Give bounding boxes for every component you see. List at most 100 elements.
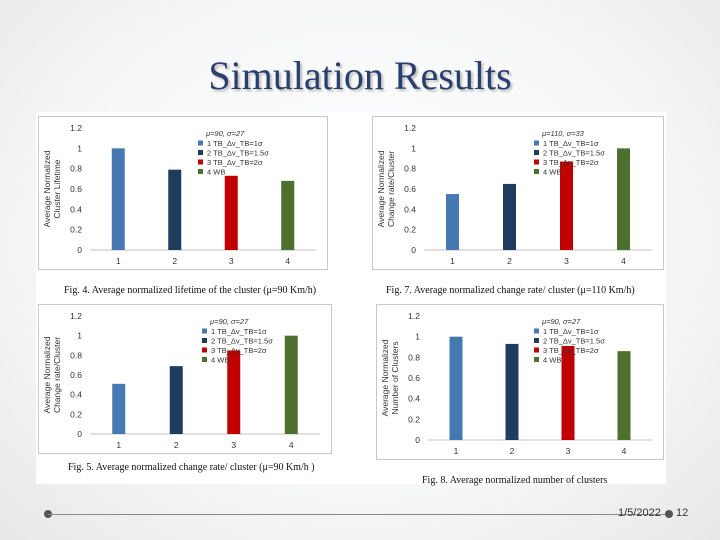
legend-title: μ=110, σ=33 <box>541 129 585 138</box>
legend-label: 2 TB_Δv_TB=1.5σ <box>543 337 605 346</box>
caption-fig8: Fig. 8. Average normalized number of clu… <box>422 475 608 486</box>
x-tick-label: 1 <box>454 446 459 456</box>
y-tick-label: 0.6 <box>408 373 420 383</box>
bar <box>617 148 630 250</box>
legend-label: 3 TB_Δv_TB=2σ <box>543 158 599 167</box>
legend-swatch <box>202 338 207 343</box>
caption-fig7: Fig. 7. Average normalized change rate/ … <box>386 285 635 296</box>
legend-swatch <box>534 159 539 165</box>
x-tick-label: 1 <box>116 256 121 266</box>
x-tick-label: 4 <box>285 256 290 266</box>
bar <box>505 343 519 440</box>
x-tick-label: 2 <box>174 440 179 450</box>
chart-fig8-svg: Average Normalized Number of Clusters 0 0.2… <box>376 304 664 460</box>
legend-swatch <box>198 150 203 155</box>
y-axis-label: Cluster Lifetime <box>52 159 62 218</box>
chart-frame <box>376 304 664 460</box>
chart-frame <box>38 304 332 454</box>
bar <box>281 180 295 250</box>
bar <box>169 366 183 434</box>
legend-swatch <box>534 357 539 362</box>
legend-label: 2 TB_Δv_TB=1.5σ <box>211 337 273 346</box>
y-axis-label: Average Normalized <box>42 336 52 413</box>
y-tick-label: 0 <box>77 429 82 439</box>
legend-label: 4 WB <box>543 168 561 177</box>
y-axis-label: Average Normalized <box>380 339 390 416</box>
chart-fig4: Average Normalized Cluster Lifetime 0 0.2 0.… <box>38 116 328 270</box>
y-tick-label: 0.8 <box>70 164 82 174</box>
slide-title: Simulation Results <box>208 53 512 98</box>
legend-swatch <box>198 140 203 146</box>
y-tick-label: 0.2 <box>70 225 82 235</box>
y-axis-label: Average Normalized <box>376 150 386 227</box>
chart-fig7-svg: Average Normalized Change rate/Cluster 0 0.… <box>372 116 664 270</box>
x-tick-label: 2 <box>172 256 177 266</box>
legend-swatch <box>202 357 207 362</box>
bar <box>112 383 126 434</box>
chart-frame <box>372 116 664 270</box>
y-tick-label: 0.8 <box>70 350 82 360</box>
slide-number: 12 <box>676 507 689 519</box>
y-tick-label: 1.2 <box>70 123 82 133</box>
legend-swatch <box>534 338 539 343</box>
x-tick-label: 4 <box>289 440 294 450</box>
bar <box>561 345 575 440</box>
caption-fig4: Fig. 4. Average normalized lifetime of t… <box>64 285 317 296</box>
footer-line <box>48 514 670 515</box>
y-tick-label: 0 <box>415 435 420 445</box>
y-tick-label: 1.2 <box>408 311 420 321</box>
y-tick-label: 0.4 <box>70 390 82 400</box>
legend-label: 2 TB_Δv_TB=1.5σ <box>207 149 269 158</box>
legend-swatch <box>202 328 207 334</box>
chart-fig8: Average Normalized Number of Clusters 0 0.2… <box>376 304 664 460</box>
y-tick-label: 0.8 <box>404 164 416 174</box>
y-tick-label: 0.2 <box>70 409 82 419</box>
legend-swatch <box>198 169 203 174</box>
legend-label: 3 TB_Δv_TB=2σ <box>211 346 267 355</box>
bar <box>560 161 573 250</box>
y-tick-label: 0.4 <box>70 204 82 214</box>
y-tick-label: 0.6 <box>404 184 416 194</box>
y-tick-label: 0.2 <box>404 225 416 235</box>
x-tick-label: 1 <box>116 440 121 450</box>
y-axis-label: Change rate/Cluster <box>52 337 62 413</box>
legend-label: 3 TB_Δv_TB=2σ <box>543 346 599 355</box>
y-tick-label: 1 <box>411 143 416 153</box>
y-tick-label: 1 <box>77 331 82 341</box>
slide-date: 1/5/2022 <box>618 507 661 519</box>
figure-area: Average Normalized Cluster Lifetime 0 0.2 0.… <box>36 112 666 486</box>
chart-fig5: Average Normalized Change rate/Cluster 0 0.… <box>38 304 332 454</box>
legend-label: 1 TB_Δv_TB=1σ <box>543 139 599 148</box>
legend-label: 1 TB_Δv_TB=1σ <box>207 139 263 148</box>
bar <box>449 336 463 440</box>
y-tick-label: 1.2 <box>70 311 82 321</box>
x-tick-label: 1 <box>450 256 455 266</box>
bar <box>224 175 238 250</box>
y-tick-label: 0.6 <box>70 370 82 380</box>
bar <box>168 169 182 250</box>
chart-fig4-svg: Average Normalized Cluster Lifetime 0 0.2 0.… <box>38 116 328 270</box>
x-tick-label: 4 <box>622 446 627 456</box>
legend-label: 3 TB_Δv_TB=2σ <box>207 158 263 167</box>
chart-fig7: Average Normalized Change rate/Cluster 0 0.… <box>372 116 664 270</box>
legend-title: μ=90, σ=27 <box>205 129 245 138</box>
bar <box>111 148 125 250</box>
legend-label: 4 WB <box>543 356 561 365</box>
bar <box>617 351 631 440</box>
bar <box>446 194 459 250</box>
x-tick-label: 3 <box>229 256 234 266</box>
caption-fig5: Fig. 5. Average normalized change rate/ … <box>68 462 315 473</box>
y-axis-label: Change rate/Cluster <box>386 151 396 227</box>
y-tick-label: 1 <box>77 143 82 153</box>
x-tick-label: 3 <box>564 256 569 266</box>
legend-swatch <box>534 150 539 155</box>
y-axis-label: Average Normalized <box>42 150 52 227</box>
chart-frame <box>38 116 328 270</box>
legend-label: 2 TB_Δv_TB=1.5σ <box>543 149 605 158</box>
legend-label: 4 WB <box>207 168 225 177</box>
legend-title: μ=90, σ=27 <box>541 317 581 326</box>
legend-swatch <box>202 347 207 353</box>
legend-label: 1 TB_Δv_TB=1σ <box>543 327 599 336</box>
y-tick-label: 0.4 <box>408 394 420 404</box>
x-tick-label: 4 <box>621 256 626 266</box>
